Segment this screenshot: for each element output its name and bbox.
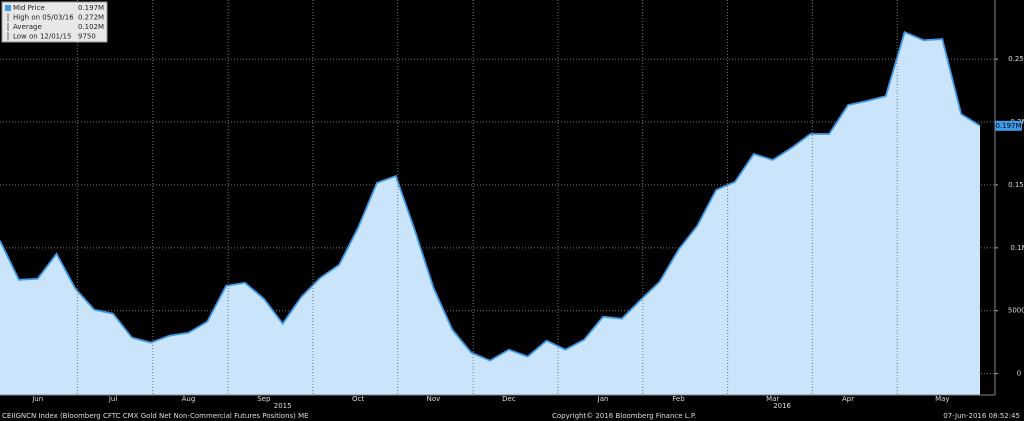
x-tick-label: Aug — [182, 395, 196, 403]
x-tick-label: Jul — [108, 395, 118, 403]
y-tick-label: 0.1M — [1010, 244, 1024, 252]
legend-swatch — [5, 5, 11, 11]
footer-center: Copyright© 2016 Bloomberg Finance L.P. — [552, 412, 696, 420]
x-tick-label: Mar — [766, 395, 779, 403]
legend-value: 9750 — [78, 33, 96, 41]
x-tick-label: Jan — [597, 395, 609, 403]
last-value-label: 0.197M — [995, 122, 1021, 130]
legend-label: Low on 12/01/15 — [13, 33, 71, 41]
y-tick-label: 0.25M — [1008, 55, 1024, 63]
x-group-label: 2015 — [274, 402, 292, 410]
footer-right: 07-Jun-2016 08:52:45 — [943, 412, 1020, 420]
x-tick-label: Sep — [257, 395, 271, 403]
legend-label: Mid Price — [13, 4, 45, 12]
x-tick-label: Apr — [842, 395, 854, 403]
y-tick-label: 0 — [1017, 370, 1021, 378]
x-tick-label: Oct — [352, 395, 364, 403]
x-tick-label: May — [935, 395, 949, 403]
area-fill — [0, 32, 980, 395]
x-group-label: 2016 — [773, 402, 791, 410]
last-value-box — [995, 120, 1022, 131]
x-tick-label: Nov — [427, 395, 441, 403]
line — [0, 30, 981, 362]
legend-value: 0.272M — [78, 14, 104, 22]
legend-value: 0.197M — [78, 4, 104, 12]
x-tick-label: Jun — [31, 395, 43, 403]
legend-value: 0.102M — [78, 23, 104, 31]
legend-box — [1, 1, 108, 43]
x-tick-label: Feb — [672, 395, 685, 403]
legend-label: Average — [13, 23, 42, 31]
footer-left: CEIIGNCN Index (Bloomberg CFTC CMX Gold … — [2, 412, 309, 420]
x-tick-label: Dec — [502, 395, 516, 403]
legend: Mid Price 0.197M High on 05/03/16 0.272M Ave… — [1, 1, 108, 43]
legend-label: High on 05/03/16 — [13, 14, 74, 22]
y-tick-label: 0.15M — [1008, 181, 1024, 189]
